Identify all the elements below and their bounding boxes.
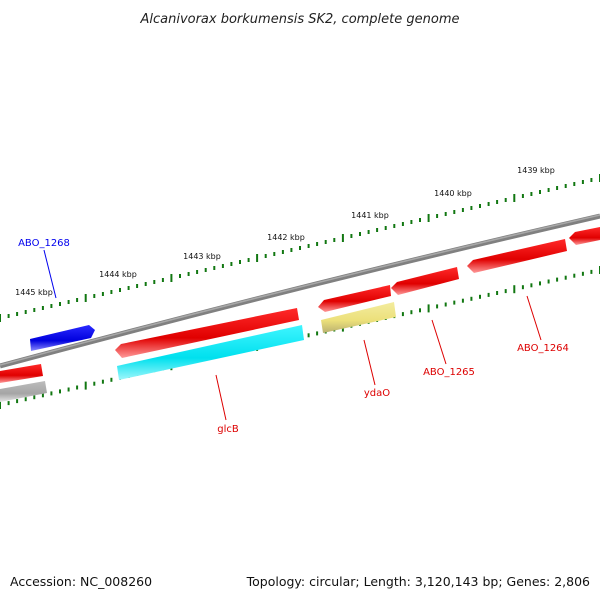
gene-label-ABO_1268[interactable]: ABO_1268 [18,238,70,249]
tick-label-1445: 1445 kbp [15,288,53,297]
cds-right-edge[interactable] [569,227,600,245]
gene-ydaO-leader [363,339,376,386]
cds-left-edge[interactable] [0,364,43,383]
gene-label-ABO_1264[interactable]: ABO_1264 [517,343,569,354]
accession-text: Accession: NC_008260 [10,574,152,589]
gene-ABO_1268-leader [43,249,57,299]
map-title: Alcanivorax borkumensis SK2, complete ge… [139,12,459,27]
genome-backbone [0,213,600,369]
feature-glcB-cyan[interactable] [117,325,304,380]
tick-label-1444: 1444 kbp [99,270,137,279]
feature-ydaO-khaki[interactable] [321,302,396,333]
genome-backbone-highlight [0,214,600,366]
cds-glcB[interactable] [115,308,299,358]
cds-ydaO[interactable] [318,285,391,312]
tick-label-1443: 1443 kbp [183,252,221,261]
outer-major-ticks [0,174,600,322]
tick-label-1440: 1440 kbp [434,189,472,198]
tick-label-1439: 1439 kbp [517,166,555,175]
genome-summary-text: Topology: circular; Length: 3,120,143 bp… [246,574,590,589]
gene-label-ABO_1265[interactable]: ABO_1265 [423,367,475,378]
gene-ABO_1265-leader [431,319,447,365]
tick-label-1442: 1442 kbp [267,233,305,242]
outer-tick-track [7,178,593,318]
cds-ABO_1265[interactable] [391,267,459,295]
gene-label-ydaO[interactable]: ydaO [364,388,390,399]
cds-ABO_1264[interactable] [467,239,567,273]
gene-label-glcB[interactable]: glcB [217,424,239,435]
gene-ABO_1268[interactable] [30,325,95,351]
feature-grey-left[interactable] [0,381,47,402]
gene-ABO_1264-leader [526,295,542,341]
tick-label-1441: 1441 kbp [351,211,389,220]
gene-glcB-leader [215,374,227,421]
